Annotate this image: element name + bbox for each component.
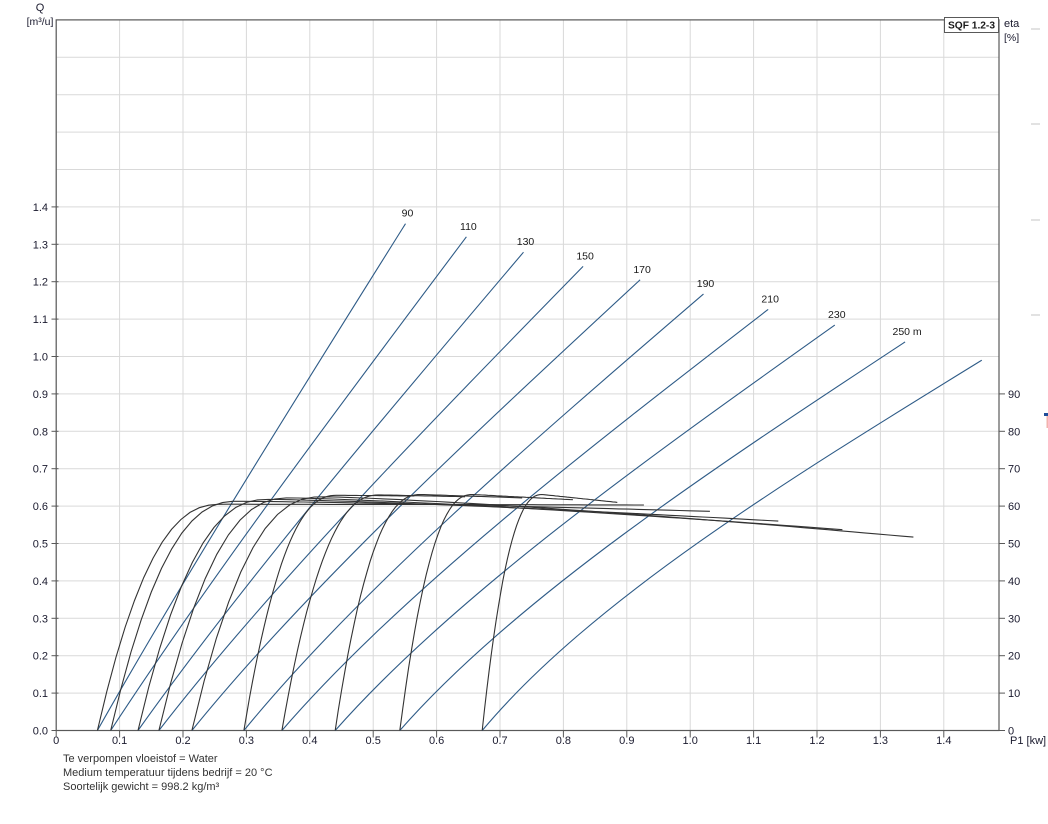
svg-text:70: 70 [1008, 464, 1020, 476]
svg-text:50: 50 [1008, 539, 1020, 551]
svg-text:20: 20 [1008, 651, 1020, 663]
svg-text:0.8: 0.8 [33, 426, 48, 438]
svg-text:1.1: 1.1 [33, 314, 48, 326]
svg-text:110: 110 [460, 221, 477, 233]
svg-text:190: 190 [697, 278, 715, 290]
svg-text:1.0: 1.0 [33, 352, 48, 364]
svg-text:0.1: 0.1 [33, 688, 48, 700]
svg-text:10: 10 [1008, 688, 1020, 700]
svg-text:0.9: 0.9 [33, 389, 48, 401]
svg-text:210: 210 [761, 293, 779, 305]
svg-text:80: 80 [1008, 426, 1020, 438]
svg-text:230: 230 [828, 309, 846, 321]
svg-text:[m³/u]: [m³/u] [27, 16, 54, 28]
svg-text:0.7: 0.7 [33, 464, 48, 476]
svg-text:0.3: 0.3 [33, 613, 48, 625]
svg-text:Soortelijk gewicht = 998.2 kg/: Soortelijk gewicht = 998.2 kg/m³ [63, 781, 220, 793]
svg-text:eta: eta [1004, 18, 1020, 30]
svg-text:150: 150 [576, 250, 594, 262]
svg-text:SQF 1.2-3: SQF 1.2-3 [948, 20, 995, 31]
svg-text:90: 90 [1008, 389, 1020, 401]
svg-text:0.0: 0.0 [33, 726, 48, 738]
svg-text:0.5: 0.5 [33, 539, 48, 551]
svg-text:170: 170 [633, 264, 651, 276]
svg-text:0.2: 0.2 [33, 651, 48, 663]
svg-text:Te verpompen vloeistof = Water: Te verpompen vloeistof = Water [63, 753, 218, 765]
svg-text:1.3: 1.3 [33, 239, 48, 251]
svg-text:90: 90 [402, 208, 414, 220]
svg-text:P1 [kw]: P1 [kw] [1010, 735, 1046, 747]
svg-text:60: 60 [1008, 501, 1020, 513]
svg-text:30: 30 [1008, 613, 1020, 625]
svg-text:[%]: [%] [1004, 32, 1019, 44]
svg-text:130: 130 [517, 236, 535, 248]
svg-text:250 m: 250 m [893, 326, 922, 338]
svg-text:0: 0 [1008, 726, 1014, 738]
svg-text:1.4: 1.4 [33, 202, 48, 214]
svg-text:0.6: 0.6 [33, 501, 48, 513]
svg-text:Medium temperatuur tijdens bed: Medium temperatuur tijdens bedrijf = 20 … [63, 767, 273, 779]
svg-text:40: 40 [1008, 576, 1020, 588]
svg-text:0.4: 0.4 [33, 576, 48, 588]
svg-text:Q: Q [36, 2, 45, 14]
svg-text:1.2: 1.2 [33, 277, 48, 289]
